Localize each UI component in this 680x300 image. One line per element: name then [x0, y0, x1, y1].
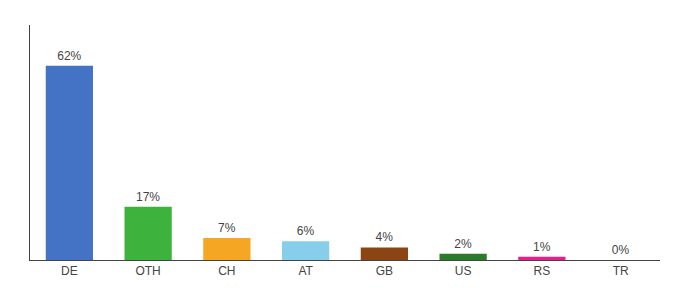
svg-text:TR: TR — [613, 264, 629, 278]
svg-text:DE: DE — [61, 264, 78, 278]
svg-text:US: US — [455, 264, 472, 278]
svg-text:17%: 17% — [136, 190, 160, 204]
svg-text:0%: 0% — [612, 243, 630, 257]
svg-text:OTH: OTH — [135, 264, 160, 278]
svg-text:6%: 6% — [297, 224, 315, 238]
svg-text:7%: 7% — [218, 221, 236, 235]
svg-text:1%: 1% — [533, 240, 551, 254]
svg-text:CH: CH — [218, 264, 235, 278]
svg-text:4%: 4% — [376, 230, 394, 244]
svg-text:2%: 2% — [454, 237, 472, 251]
svg-text:AT: AT — [298, 264, 313, 278]
svg-text:RS: RS — [534, 264, 551, 278]
svg-text:62%: 62% — [57, 49, 81, 63]
svg-text:GB: GB — [376, 264, 393, 278]
